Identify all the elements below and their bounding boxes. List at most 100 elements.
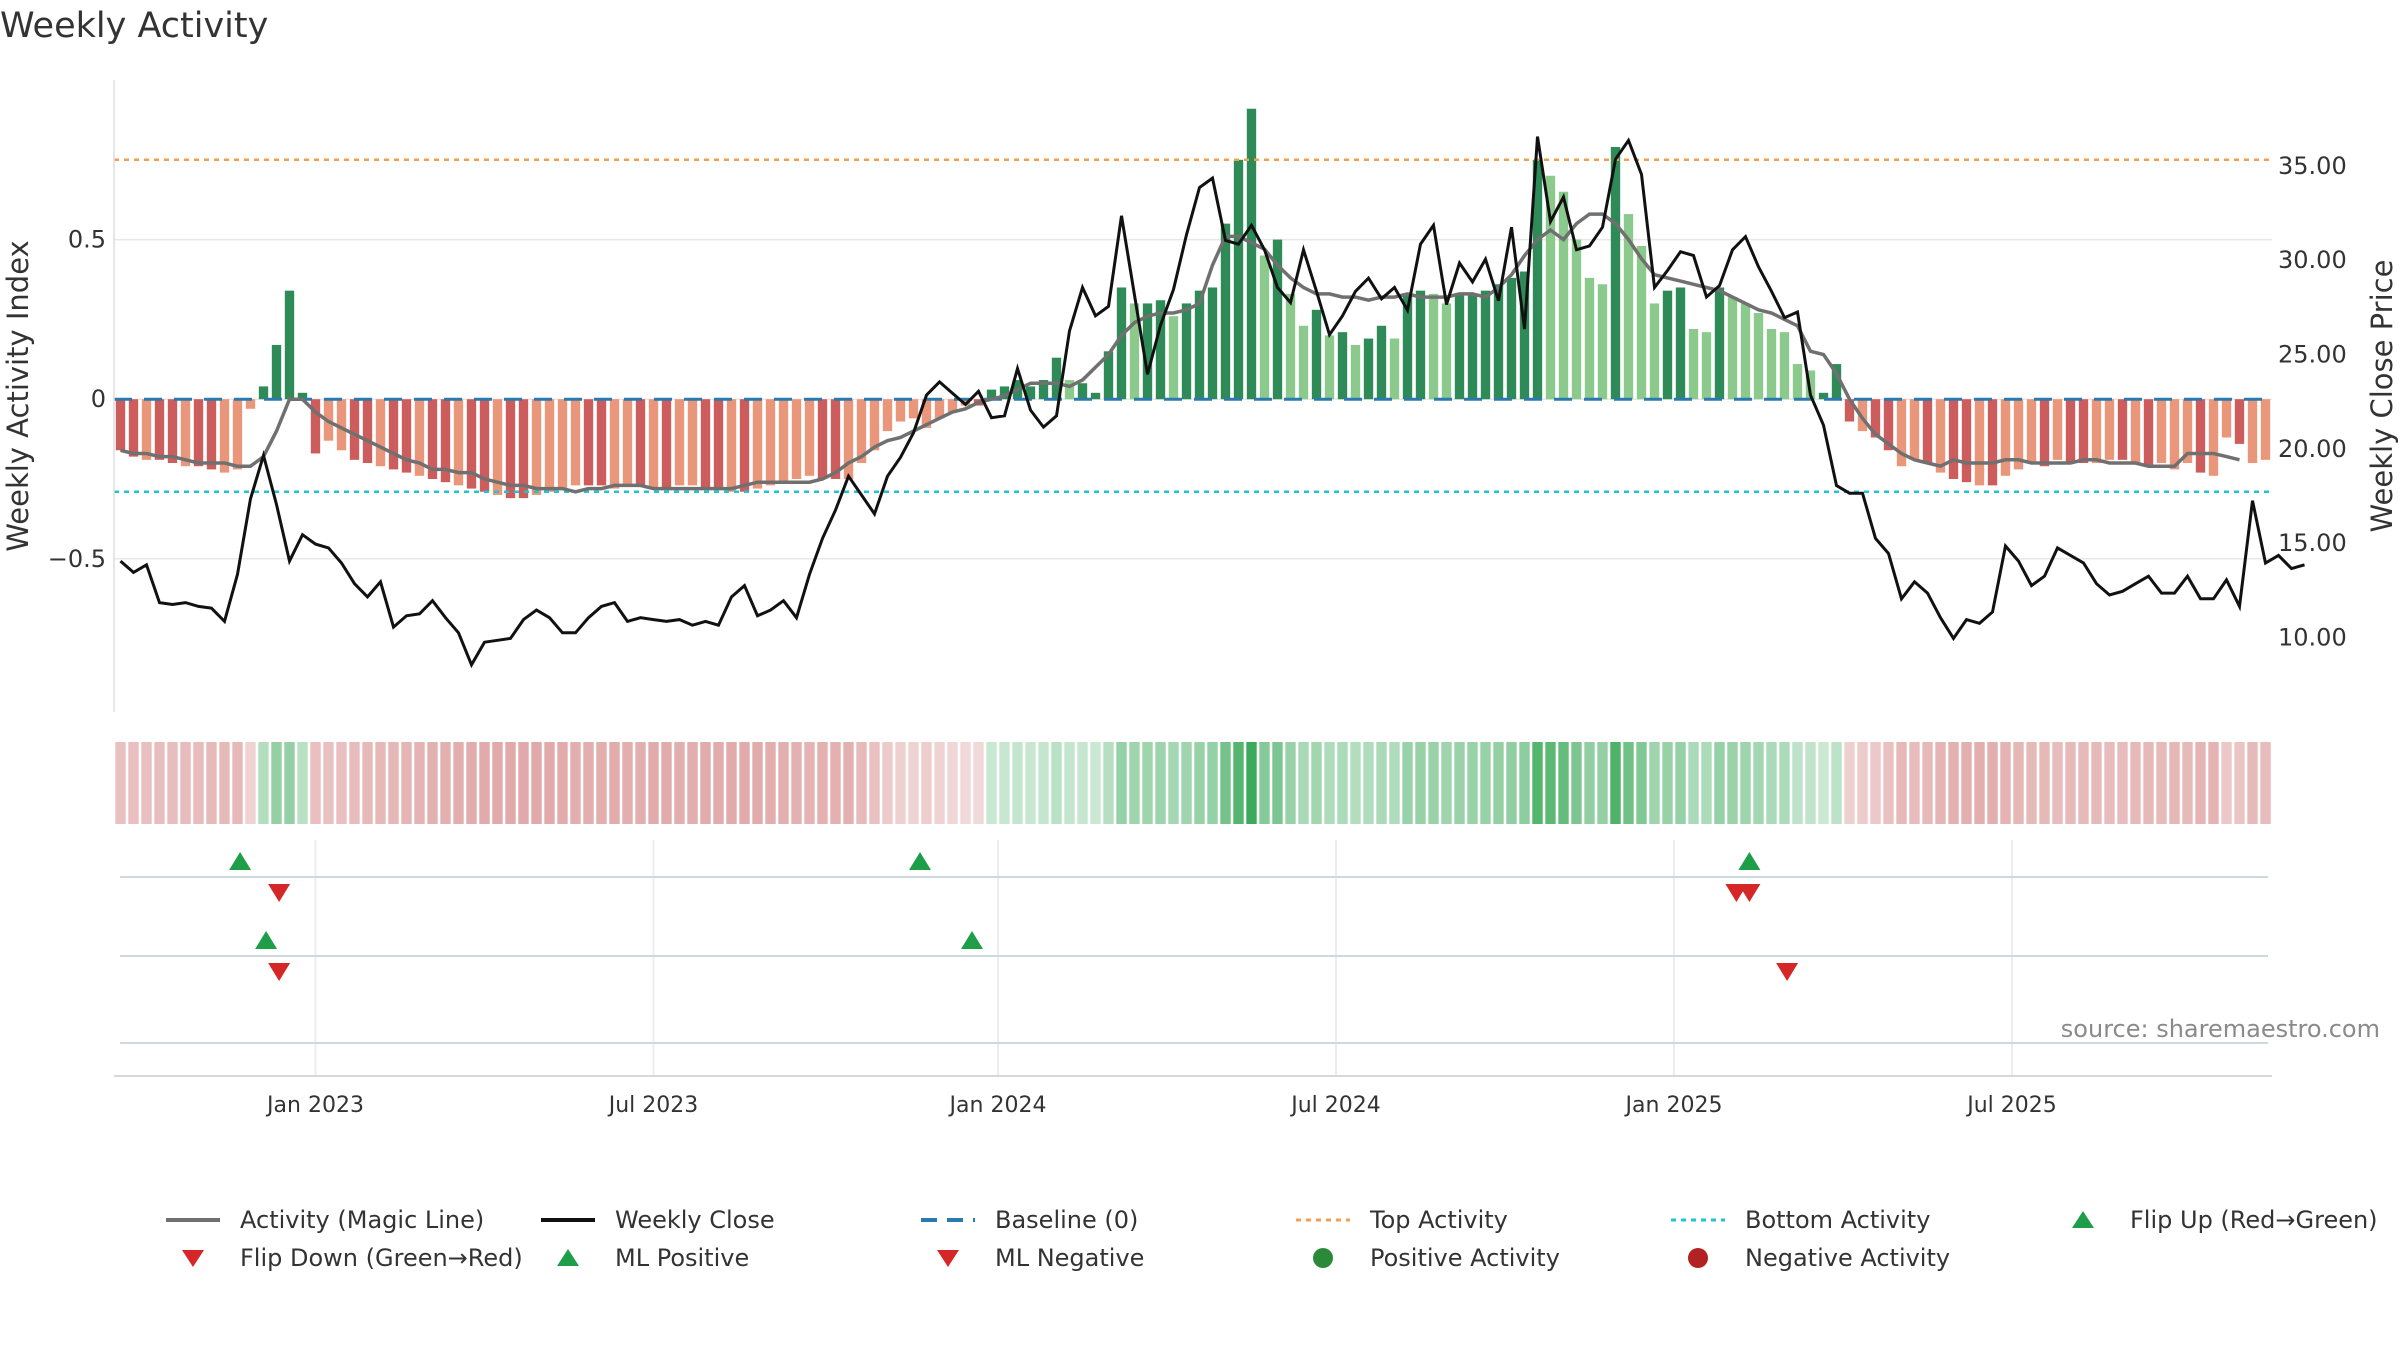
y2-tick-label: 20.00 <box>2278 435 2347 463</box>
heat-cell <box>427 742 438 824</box>
activity-bar <box>1584 277 1595 400</box>
activity-bar <box>1090 392 1101 400</box>
activity-bar <box>1675 287 1686 400</box>
activity-bar <box>271 344 282 400</box>
heat-cell <box>1675 742 1686 824</box>
heat-cell <box>2234 742 2245 824</box>
legend-item: Top Activity <box>1290 1206 1508 1234</box>
activity-bar <box>2117 399 2128 460</box>
heat-cell <box>1844 742 1855 824</box>
heat-cell <box>960 742 971 824</box>
activity-bar <box>726 399 737 492</box>
activity-bar <box>1818 392 1829 400</box>
legend-item: Bottom Activity <box>1665 1206 1930 1234</box>
activity-bar <box>349 399 360 460</box>
activity-bar <box>2169 399 2180 470</box>
heat-cell <box>1090 742 1101 824</box>
activity-bar <box>817 399 828 479</box>
heat-cell <box>713 742 724 824</box>
activity-bar <box>2013 399 2024 470</box>
activity-bar <box>843 399 854 479</box>
heat-cell <box>1909 742 1920 824</box>
activity-bar <box>1610 147 1621 400</box>
heat-cell <box>1337 742 1348 824</box>
y2-tick-label: 35.00 <box>2278 152 2347 180</box>
heat-cell <box>245 742 256 824</box>
heat-cell <box>440 742 451 824</box>
heat-cell <box>791 742 802 824</box>
activity-bar <box>1389 338 1400 400</box>
heat-cell <box>1272 742 1283 824</box>
heat-cell <box>349 742 360 824</box>
activity-bar <box>427 399 438 479</box>
activity-bar <box>661 399 672 489</box>
activity-bar <box>1714 287 1725 400</box>
activity-bar <box>609 399 620 489</box>
activity-bar <box>1233 159 1244 400</box>
activity-bar <box>557 399 568 489</box>
activity-bar <box>193 399 204 467</box>
heat-cell <box>193 742 204 824</box>
heat-cell <box>362 742 373 824</box>
heat-cell <box>1922 742 1933 824</box>
activity-bar <box>1636 245 1647 400</box>
activity-bar <box>466 399 477 489</box>
heat-cell <box>635 742 646 824</box>
heat-cell <box>921 742 932 824</box>
heat-cell <box>232 742 243 824</box>
heat-cell <box>2221 742 2232 824</box>
activity-bar <box>154 399 165 460</box>
legend-swatch-tri-down-red <box>937 1250 959 1267</box>
legend-swatch-circle-green <box>1313 1248 1333 1268</box>
legend-label: ML Negative <box>995 1244 1145 1272</box>
activity-bar <box>180 399 191 467</box>
activity-bar <box>1701 332 1712 400</box>
activity-bar <box>1259 255 1270 400</box>
heat-cell <box>1896 742 1907 824</box>
legend-item: ML Positive <box>535 1244 749 1272</box>
activity-bar <box>1727 297 1738 400</box>
heat-cell <box>2130 742 2141 824</box>
weekly-close-line <box>119 136 2305 669</box>
heat-cell <box>1948 742 1959 824</box>
chart-lines <box>114 136 2305 669</box>
y2-tick-label: 25.00 <box>2278 341 2347 369</box>
x-tick-label: Jul 2025 <box>1965 1093 2057 1118</box>
activity-bar <box>232 399 243 470</box>
activity-bar <box>544 399 555 492</box>
heat-cell <box>2091 742 2102 824</box>
activity-bar <box>1038 380 1049 400</box>
activity-bar <box>1116 287 1127 400</box>
legend-swatch-tri-down-red <box>182 1250 204 1267</box>
activity-bar <box>453 399 464 486</box>
heat-cell <box>1441 742 1452 824</box>
activity-bar <box>921 399 932 428</box>
heat-cell <box>1662 742 1673 824</box>
heat-cell <box>1740 742 1751 824</box>
heat-cell <box>1480 742 1491 824</box>
heat-cell <box>1688 742 1699 824</box>
heat-cell <box>1857 742 1868 824</box>
ml-positive-marker <box>909 852 931 870</box>
activity-bar <box>284 290 295 400</box>
heat-cell <box>167 742 178 824</box>
activity-bar <box>1246 108 1257 400</box>
heat-cell <box>206 742 217 824</box>
heat-cell <box>661 742 672 824</box>
heat-cell <box>2052 742 2063 824</box>
heat-cell <box>1805 742 1816 824</box>
heat-cell <box>518 742 529 824</box>
heat-cell <box>1987 742 1998 824</box>
heat-cell <box>1428 742 1439 824</box>
activity-bar <box>1597 284 1608 400</box>
activity-bar <box>297 392 308 400</box>
heat-cell <box>947 742 958 824</box>
heat-cell <box>1610 742 1621 824</box>
legend-label: Bottom Activity <box>1745 1206 1931 1234</box>
activity-bar <box>1272 239 1283 400</box>
activity-bar <box>1857 399 1868 432</box>
chart-title: Weekly Activity <box>0 6 269 46</box>
heat-cell <box>1961 742 1972 824</box>
activity-bar <box>1909 399 1920 460</box>
